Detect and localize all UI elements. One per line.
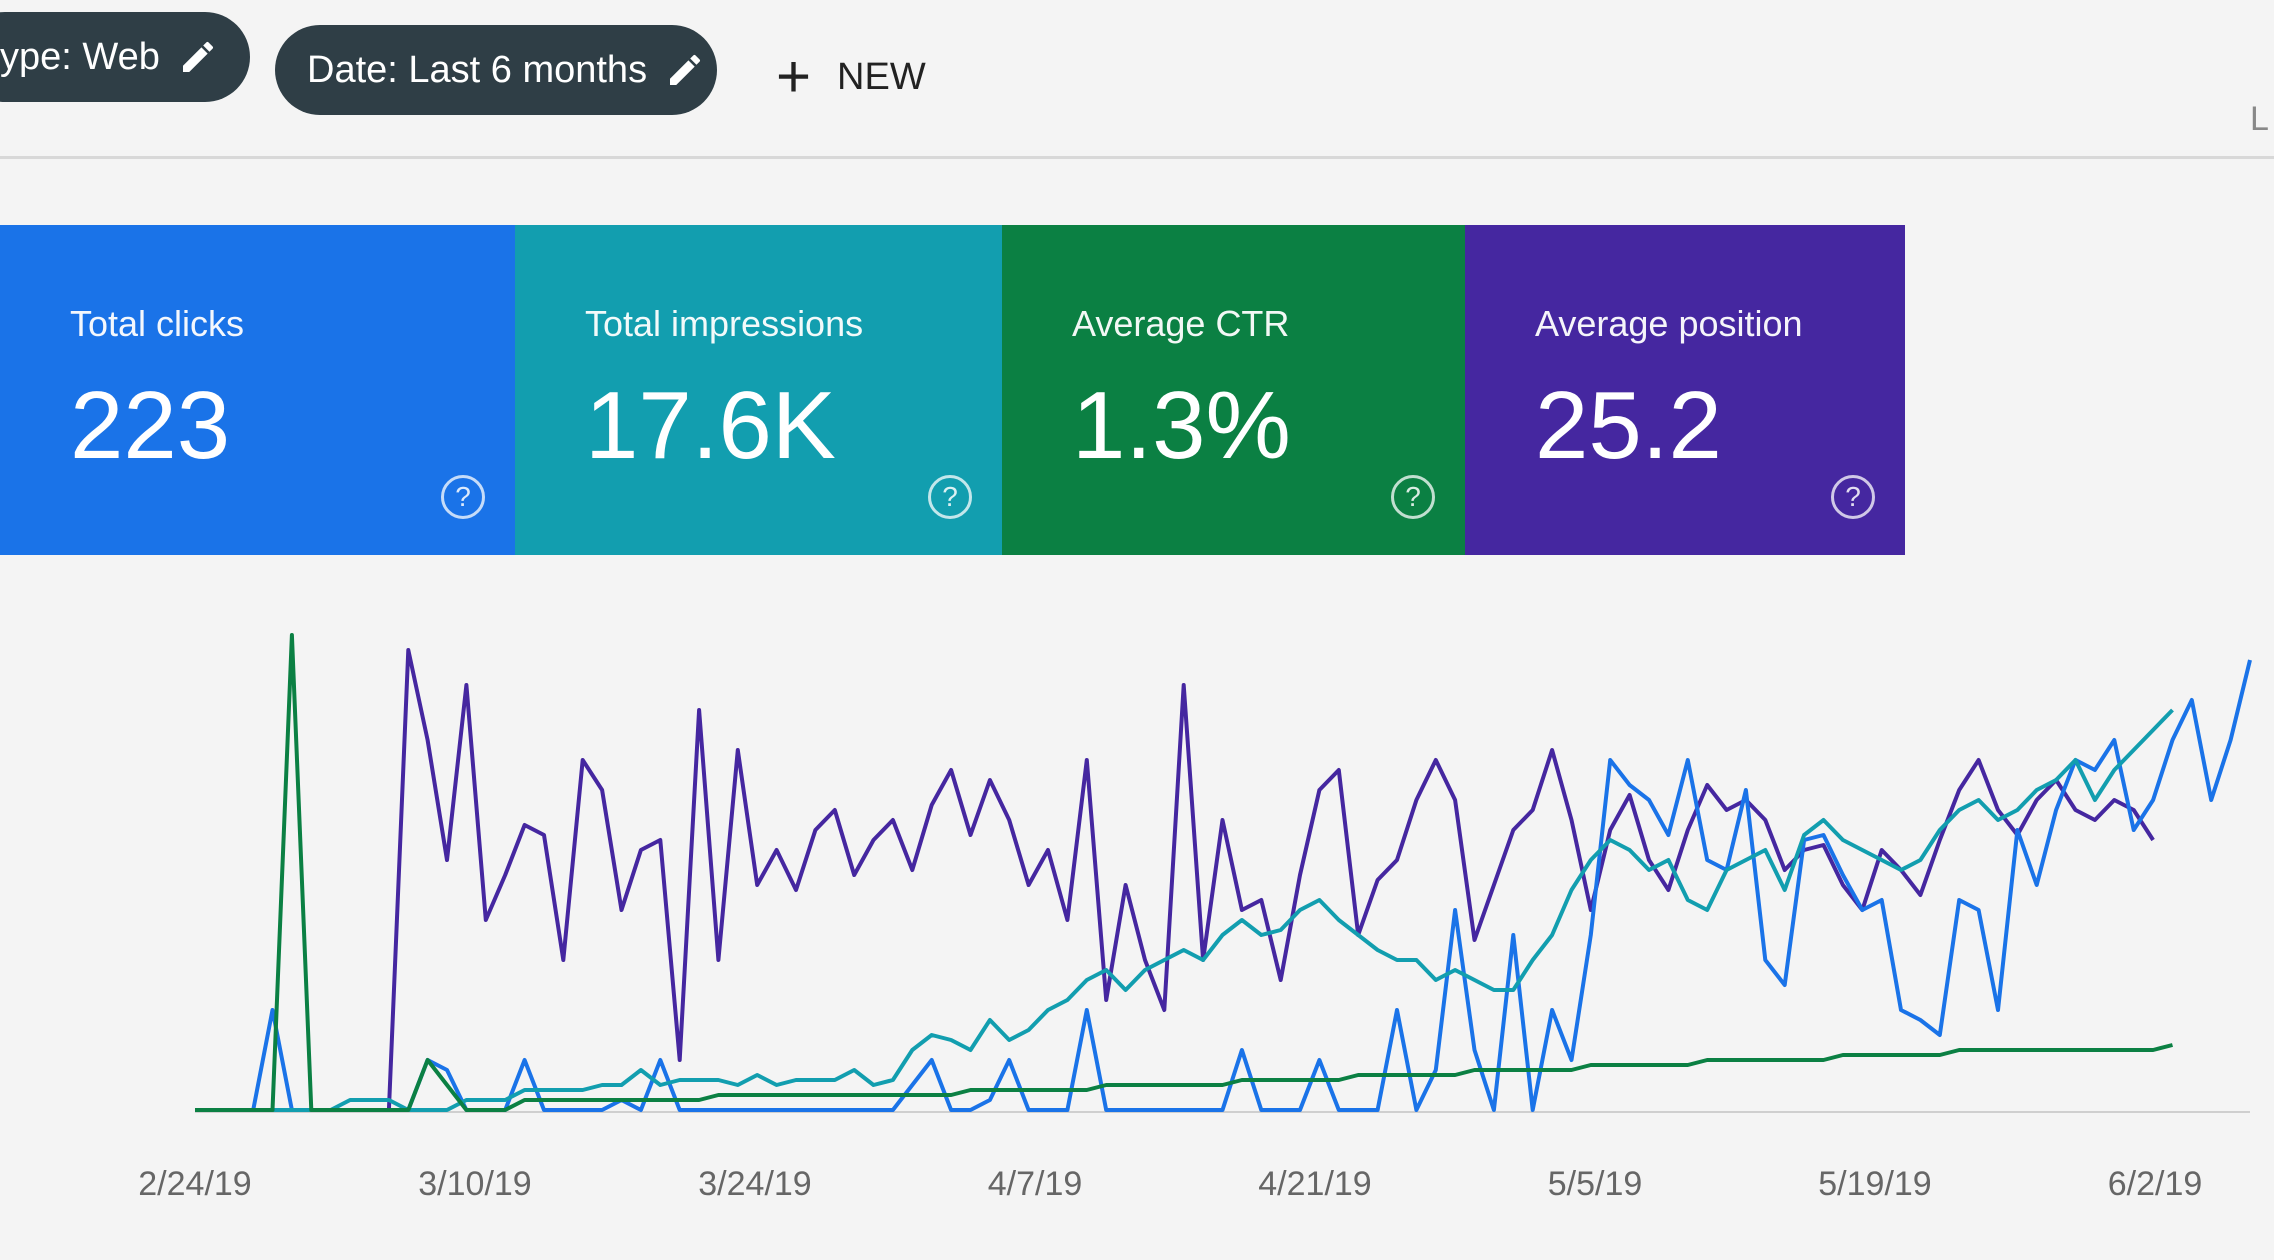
x-tick-label: 3/10/19 — [418, 1165, 531, 1203]
x-tick-label: 4/21/19 — [1258, 1165, 1371, 1203]
help-icon[interactable]: ? — [1391, 475, 1435, 519]
search-type-chip[interactable]: ype: Web — [0, 12, 250, 102]
metric-label: Total clicks — [70, 303, 245, 344]
metric-cards: Total clicks 223 ? Total impressions 17.… — [0, 225, 1905, 555]
help-icon[interactable]: ? — [441, 475, 485, 519]
metric-card-average-ctr[interactable]: Average CTR 1.3% ? — [1002, 225, 1465, 555]
metric-card-total-impressions[interactable]: Total impressions 17.6K ? — [515, 225, 1002, 555]
x-tick-label: 3/24/19 — [698, 1165, 811, 1203]
metric-value: 17.6K — [585, 372, 836, 479]
series-line-1 — [195, 659, 2252, 1112]
x-tick-label: 6/2/19 — [2108, 1165, 2203, 1203]
series-line-2 — [195, 708, 2174, 1112]
metric-value: 1.3% — [1072, 372, 1291, 479]
metric-label: Total impressions — [585, 303, 864, 344]
x-tick-label: 2/24/19 — [138, 1165, 251, 1203]
plus-icon: + — [776, 43, 812, 110]
date-range-chip-label: Date: Last 6 months — [307, 48, 648, 91]
x-tick-label: 5/5/19 — [1548, 1165, 1643, 1203]
cut-off-text: L — [2250, 100, 2269, 138]
x-tick-label: 5/19/19 — [1818, 1165, 1931, 1203]
search-type-chip-label: ype: Web — [0, 35, 160, 78]
metric-value: 223 — [70, 372, 231, 479]
series-line-3 — [195, 633, 2173, 1112]
metric-value: 25.2 — [1535, 372, 1722, 479]
metric-label: Average position — [1535, 303, 1803, 344]
pencil-icon — [182, 41, 213, 72]
date-range-chip[interactable]: Date: Last 6 months — [275, 25, 717, 115]
new-filter-label: NEW — [837, 55, 926, 98]
filter-bar: ype: Web Date: Last 6 months + NEW L — [0, 0, 2274, 170]
metric-label: Average CTR — [1072, 303, 1290, 344]
metric-card-total-clicks[interactable]: Total clicks 223 ? — [0, 225, 515, 555]
series-line-0 — [195, 648, 2155, 1112]
x-tick-label: 4/7/19 — [988, 1165, 1083, 1203]
pencil-icon — [670, 54, 701, 85]
divider — [0, 156, 2274, 159]
new-filter-button[interactable]: + NEW — [770, 42, 932, 112]
help-icon[interactable]: ? — [928, 475, 972, 519]
metric-card-average-position[interactable]: Average position 25.2 ? — [1465, 225, 1905, 555]
help-icon[interactable]: ? — [1831, 475, 1875, 519]
performance-chart: 2/24/19 3/10/19 3/24/19 4/7/19 4/21/19 5/5/19… — [138, 633, 2252, 1203]
